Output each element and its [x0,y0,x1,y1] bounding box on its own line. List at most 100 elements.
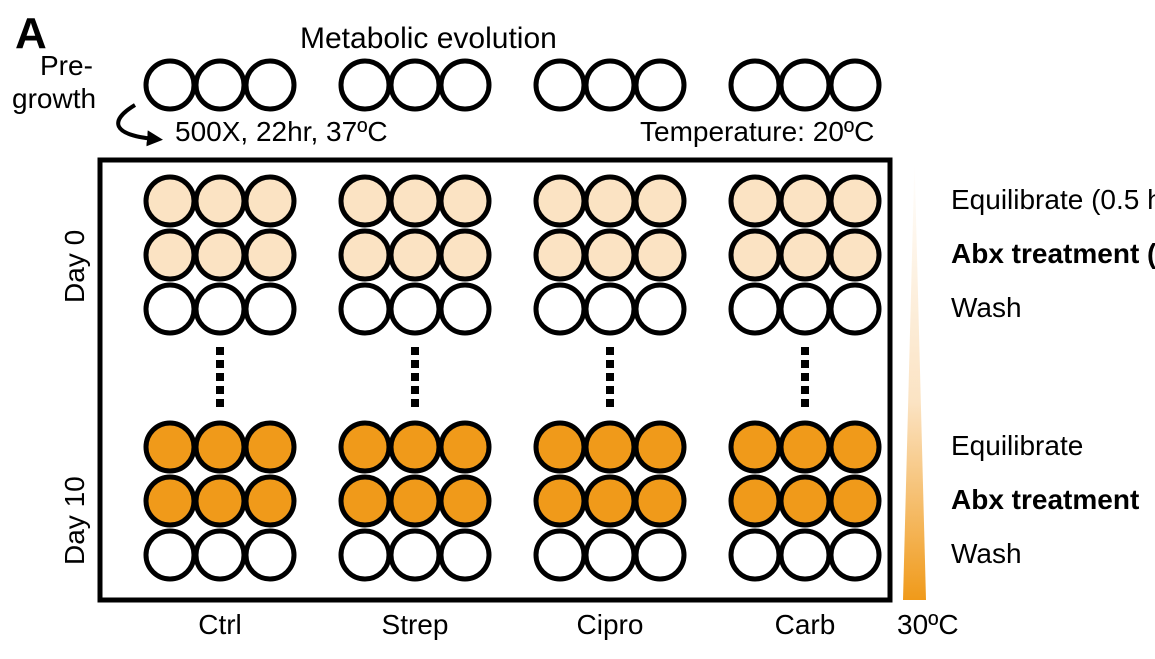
day0-r0-g1-c1 [391,177,439,225]
day0-r2-g0-c0 [146,285,194,333]
day0-r2-g3-c2 [831,285,879,333]
dots-g1-2 [411,373,419,381]
pregrowth-well-g2-c0 [536,61,584,109]
pregrowth-well-g1-c2 [441,61,489,109]
day10-r0-g1-c1 [391,423,439,471]
day0-r1-g3-c2 [831,231,879,279]
day0-r1-g0-c0 [146,231,194,279]
day10-r1-g3-c2 [831,477,879,525]
dots-g3-2 [801,373,809,381]
day0-r2-g1-c1 [391,285,439,333]
day10-r2-g1-c2 [441,531,489,579]
day0-r2-g2-c1 [586,285,634,333]
day10-r0-g2-c2 [636,423,684,471]
day10-r1-g1-c0 [341,477,389,525]
day10-r0-g2-c0 [536,423,584,471]
day10-r2-g1-c1 [391,531,439,579]
dots-g1-1 [411,360,419,368]
step-abx1: Abx treatment (1hr [951,238,1155,269]
dots-g0-3 [216,386,224,394]
day0-r1-g0-c1 [196,231,244,279]
day0-r0-g0-c0 [146,177,194,225]
day0-r1-g2-c1 [586,231,634,279]
day0-r1-g1-c0 [341,231,389,279]
day0-label: Day 0 [59,230,90,303]
day0-r1-g1-c1 [391,231,439,279]
col-label-ctrl: Ctrl [198,609,242,640]
day10-r2-g3-c0 [731,531,779,579]
day0-r0-g0-c2 [246,177,294,225]
pregrowth-well-g1-c0 [341,61,389,109]
day0-r2-g0-c2 [246,285,294,333]
pregrowth-well-g3-c0 [731,61,779,109]
day0-r2-g0-c1 [196,285,244,333]
day0-r1-g2-c2 [636,231,684,279]
pregrowth-label-1: Pre- [40,50,93,81]
day0-r0-g1-c2 [441,177,489,225]
day10-r2-g1-c0 [341,531,389,579]
day10-label: Day 10 [59,476,90,565]
day0-r0-g2-c2 [636,177,684,225]
day0-r2-g3-c0 [731,285,779,333]
day10-r0-g0-c2 [246,423,294,471]
day10-r0-g0-c1 [196,423,244,471]
dots-g3-4 [801,399,809,407]
day0-r2-g2-c2 [636,285,684,333]
dots-g2-2 [606,373,614,381]
title: Metabolic evolution [300,22,557,55]
day10-r0-g3-c0 [731,423,779,471]
dots-g0-4 [216,399,224,407]
day10-r0-g1-c0 [341,423,389,471]
passage-arrow [118,105,155,139]
day10-r2-g2-c2 [636,531,684,579]
dots-g3-3 [801,386,809,394]
passage-label: 500X, 22hr, 37ºC [175,116,388,147]
day10-r1-g0-c1 [196,477,244,525]
day10-r2-g0-c0 [146,531,194,579]
day10-r0-g3-c1 [781,423,829,471]
day0-r2-g3-c1 [781,285,829,333]
day0-r0-g3-c0 [731,177,779,225]
day10-r1-g0-c0 [146,477,194,525]
day10-r0-g2-c1 [586,423,634,471]
dots-g0-0 [216,347,224,355]
day10-r1-g2-c1 [586,477,634,525]
col-label-strep: Strep [382,609,449,640]
day10-r0-g3-c2 [831,423,879,471]
day0-r1-g2-c0 [536,231,584,279]
pregrowth-well-g1-c1 [391,61,439,109]
step-eq1: Equilibrate (0.5 hr) [951,184,1155,215]
day10-r2-g2-c0 [536,531,584,579]
day0-r0-g3-c2 [831,177,879,225]
day10-r0-g1-c2 [441,423,489,471]
day10-r2-g3-c1 [781,531,829,579]
day0-r0-g0-c1 [196,177,244,225]
day10-r1-g1-c1 [391,477,439,525]
day10-r1-g3-c0 [731,477,779,525]
step-eq2: Equilibrate [951,430,1083,461]
dots-g1-4 [411,399,419,407]
day10-r2-g0-c1 [196,531,244,579]
day10-r1-g0-c2 [246,477,294,525]
day10-r2-g3-c2 [831,531,879,579]
day10-r2-g0-c2 [246,531,294,579]
pregrowth-well-g2-c1 [586,61,634,109]
day10-r2-g2-c1 [586,531,634,579]
day0-r1-g3-c1 [781,231,829,279]
step-wash1: Wash [951,292,1022,323]
step-abx2: Abx treatment [951,484,1139,515]
dots-g1-3 [411,386,419,394]
dots-g2-1 [606,360,614,368]
day0-r2-g2-c0 [536,285,584,333]
day10-r1-g1-c2 [441,477,489,525]
col-label-cipro: Cipro [577,609,644,640]
col-label-carb: Carb [775,609,836,640]
day10-r1-g3-c1 [781,477,829,525]
pregrowth-well-g2-c2 [636,61,684,109]
dots-g3-0 [801,347,809,355]
day10-r1-g2-c2 [636,477,684,525]
day0-r0-g1-c0 [341,177,389,225]
dots-g0-1 [216,360,224,368]
dots-g2-0 [606,347,614,355]
pregrowth-well-g3-c2 [831,61,879,109]
